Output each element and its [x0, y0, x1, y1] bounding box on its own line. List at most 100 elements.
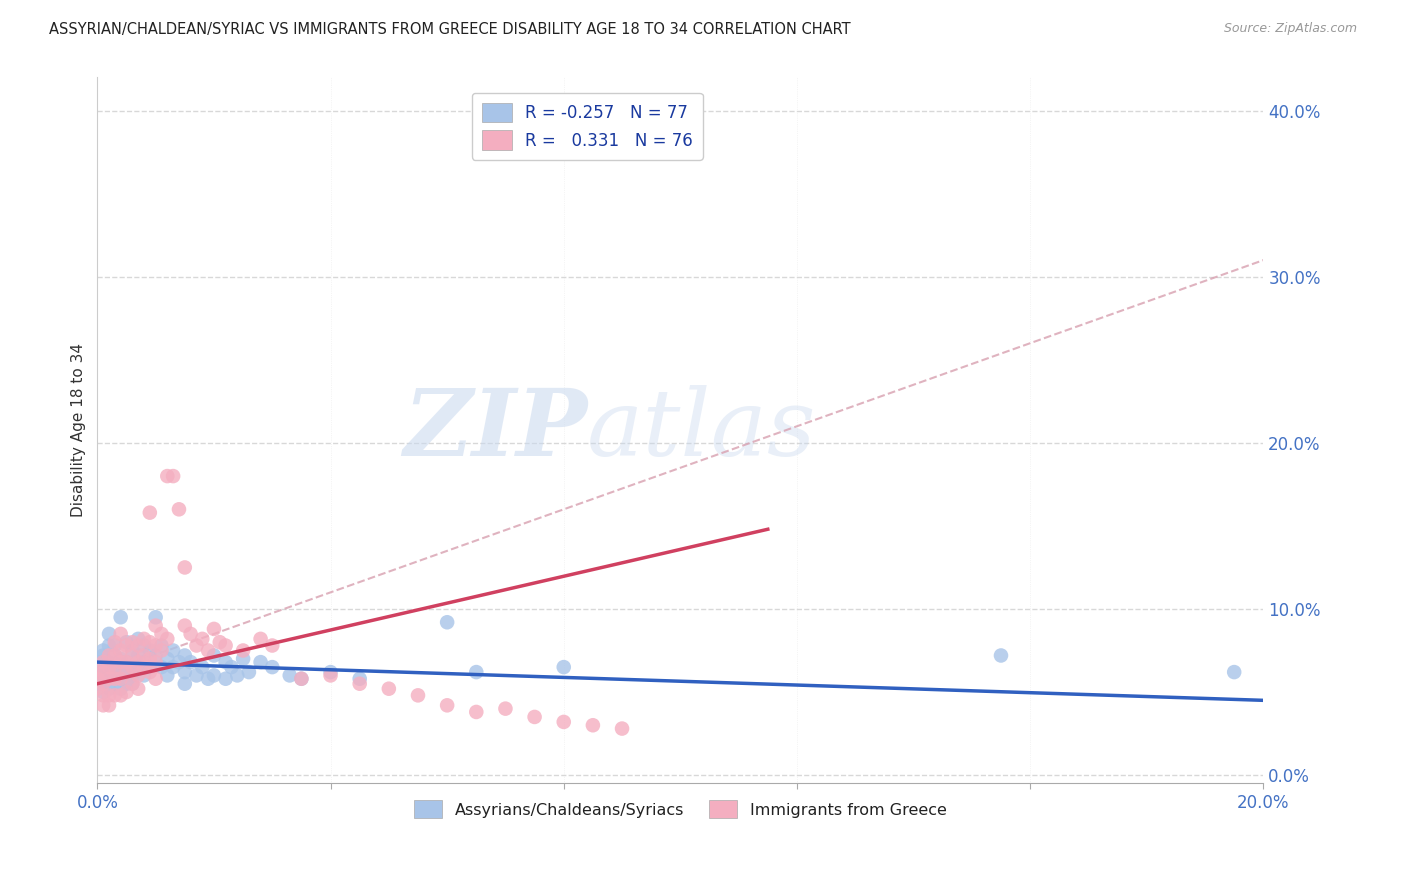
Point	[145, 672, 167, 686]
Point	[91, 698, 114, 713]
Point	[121, 635, 143, 649]
Point	[150, 660, 173, 674]
Point	[115, 655, 138, 669]
Point	[145, 610, 167, 624]
Point	[115, 677, 138, 691]
Point	[139, 635, 162, 649]
Point	[91, 660, 114, 674]
Point	[115, 665, 138, 679]
Point	[91, 648, 114, 663]
Point	[319, 668, 342, 682]
Point	[139, 665, 162, 679]
Text: ZIP: ZIP	[402, 385, 588, 475]
Point	[132, 655, 155, 669]
Point	[202, 622, 225, 636]
Point	[150, 627, 173, 641]
Point	[156, 668, 179, 682]
Point	[221, 660, 243, 674]
Legend: Assyrians/Chaldeans/Syriacs, Immigrants from Greece: Assyrians/Chaldeans/Syriacs, Immigrants …	[408, 794, 953, 825]
Text: atlas: atlas	[588, 385, 817, 475]
Point	[86, 665, 108, 679]
Point	[173, 560, 195, 574]
Point	[290, 672, 312, 686]
Point	[98, 681, 121, 696]
Point	[191, 660, 214, 674]
Point	[104, 672, 127, 686]
Point	[98, 672, 121, 686]
Point	[197, 643, 219, 657]
Point	[98, 698, 121, 713]
Point	[162, 469, 184, 483]
Point	[98, 639, 121, 653]
Point	[127, 681, 149, 696]
Point	[115, 685, 138, 699]
Point	[319, 665, 342, 679]
Point	[104, 648, 127, 663]
Point	[110, 610, 132, 624]
Point	[139, 660, 162, 674]
Point	[132, 632, 155, 646]
Point	[121, 660, 143, 674]
Point	[104, 677, 127, 691]
Point	[145, 648, 167, 663]
Point	[582, 718, 605, 732]
Point	[110, 672, 132, 686]
Point	[127, 668, 149, 682]
Point	[173, 618, 195, 632]
Point	[127, 655, 149, 669]
Point	[91, 677, 114, 691]
Point	[1223, 665, 1246, 679]
Point	[98, 665, 121, 679]
Point	[86, 672, 108, 686]
Point	[208, 635, 231, 649]
Point	[132, 660, 155, 674]
Point	[214, 672, 236, 686]
Point	[98, 648, 121, 663]
Point	[214, 639, 236, 653]
Point	[91, 685, 114, 699]
Point	[139, 652, 162, 666]
Point	[156, 469, 179, 483]
Point	[349, 677, 371, 691]
Point	[167, 502, 190, 516]
Point	[180, 627, 202, 641]
Point	[553, 660, 575, 674]
Point	[104, 689, 127, 703]
Point	[91, 677, 114, 691]
Point	[86, 655, 108, 669]
Point	[167, 655, 190, 669]
Point	[278, 668, 301, 682]
Y-axis label: Disability Age 18 to 34: Disability Age 18 to 34	[72, 343, 86, 517]
Point	[127, 639, 149, 653]
Point	[121, 660, 143, 674]
Text: Source: ZipAtlas.com: Source: ZipAtlas.com	[1223, 22, 1357, 36]
Point	[132, 648, 155, 663]
Point	[115, 635, 138, 649]
Point	[180, 655, 202, 669]
Point	[115, 639, 138, 653]
Point	[249, 632, 271, 646]
Point	[110, 672, 132, 686]
Point	[494, 701, 516, 715]
Point	[121, 668, 143, 682]
Point	[232, 643, 254, 657]
Point	[110, 652, 132, 666]
Point	[349, 672, 371, 686]
Point	[290, 672, 312, 686]
Point	[104, 648, 127, 663]
Point	[150, 639, 173, 653]
Point	[238, 665, 260, 679]
Point	[115, 655, 138, 669]
Point	[127, 660, 149, 674]
Point	[110, 627, 132, 641]
Point	[990, 648, 1012, 663]
Point	[86, 681, 108, 696]
Point	[115, 665, 138, 679]
Point	[121, 648, 143, 663]
Point	[110, 655, 132, 669]
Point	[132, 668, 155, 682]
Point	[523, 710, 546, 724]
Point	[104, 639, 127, 653]
Point	[110, 643, 132, 657]
Point	[186, 639, 208, 653]
